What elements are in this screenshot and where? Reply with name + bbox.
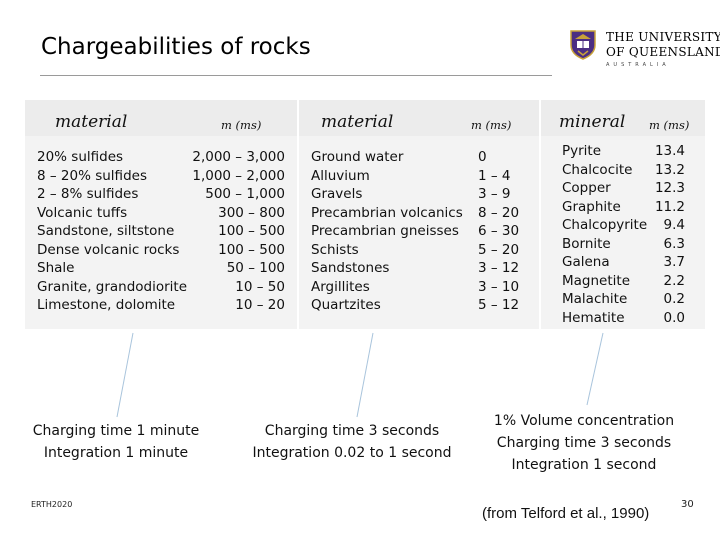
caption-middle: Charging time 3 seconds Integration 0.02… <box>242 420 462 464</box>
course-code: ERTH2020 <box>31 500 73 509</box>
table-cell-m: 3 – 10 <box>478 278 520 295</box>
connector-right <box>586 332 604 406</box>
table-cell-m: 100 – 500 <box>218 241 285 258</box>
table-cell-m: 0 <box>478 149 487 165</box>
table-cell-m: 1,000 – 2,000 <box>192 167 285 184</box>
table2-header-material: material <box>321 112 394 132</box>
table3-mineral-column: Pyrite Chalcocite Copper Graphite Chalco… <box>562 142 647 327</box>
table1-material-column: 20% sulfides 8 – 20% sulfides 2 – 8% sul… <box>37 148 187 315</box>
table-cell-m: 11.2 <box>654 198 685 215</box>
table-row: Precambrian gneisses <box>311 223 459 239</box>
caption-line: Charging time 3 seconds <box>496 435 672 451</box>
table-row: Alluvium <box>311 167 370 184</box>
source-reference: (from Telford et al., 1990) <box>482 505 650 522</box>
caption-line: Integration 0.02 to 1 second <box>252 445 452 461</box>
university-logo: THE UNIVERSITY OF QUEENSLAND AUSTRALIA <box>570 28 720 68</box>
table-row: Sandstones <box>311 260 390 276</box>
table-row: Pyrite <box>562 143 602 159</box>
table-row: Volcanic tuffs <box>37 204 128 221</box>
logo-line2: OF QUEENSLAND <box>606 45 720 59</box>
table-row: Malachite <box>562 291 628 307</box>
table3-m-column: 13.4 13.2 12.3 11.2 9.4 6.3 3.7 2.2 0.2 … <box>655 142 685 327</box>
university-crest-icon <box>570 30 596 60</box>
table-row: Argillites <box>311 278 370 295</box>
caption-line: Integration 1 second <box>511 457 657 473</box>
table-cell-m: 6.3 <box>663 235 685 252</box>
table-cell-m: 5 – 12 <box>478 297 520 313</box>
table-cell-m: 3 – 9 <box>478 186 511 202</box>
table-row: Galena <box>562 254 610 270</box>
table-cell-m: 8 – 20 <box>478 204 520 221</box>
table-row: Dense volcanic rocks <box>37 241 180 258</box>
table-row: Ground water <box>311 149 404 165</box>
logo-line1: THE UNIVERSITY <box>606 30 720 44</box>
table-cell-m: 10 – 20 <box>235 297 285 313</box>
connector-left <box>116 332 134 418</box>
table3-header-m: m (ms) <box>649 118 690 132</box>
page-number: 30 <box>681 499 694 510</box>
caption-line: 1% Volume concentration <box>493 413 675 429</box>
table3-header-mineral: mineral <box>559 112 626 132</box>
table-row: 2 – 8% sulfides <box>37 186 139 202</box>
table-row: Graphite <box>562 198 621 215</box>
table-row: Chalcocite <box>562 161 633 178</box>
table-cell-m: 13.2 <box>654 161 685 178</box>
table-row: Quartzites <box>311 297 381 313</box>
caption-left: Charging time 1 minute Integration 1 min… <box>16 420 216 464</box>
table-row: Shale <box>37 260 75 276</box>
caption-line: Charging time 1 minute <box>32 423 200 439</box>
table-cell-m: 3.7 <box>663 254 685 270</box>
table1-m-column: 2,000 – 3,000 1,000 – 2,000 500 – 1,000 … <box>192 148 285 315</box>
connector-middle <box>356 332 374 418</box>
title-divider <box>40 75 552 76</box>
table-cell-m: 12.3 <box>654 180 685 196</box>
table1-header-m: m (ms) <box>221 118 262 132</box>
table-row: Bornite <box>562 235 611 252</box>
table-row: Copper <box>562 180 611 196</box>
table-row: Precambrian volcanics <box>311 204 463 221</box>
table-row: Limestone, dolomite <box>37 297 176 313</box>
table-cell-m: 1 – 4 <box>478 167 511 184</box>
slide-title: Chargeabilities of rocks <box>41 34 311 60</box>
table-row: 8 – 20% sulfides <box>37 167 147 184</box>
table-cell-m: 500 – 1,000 <box>205 186 285 202</box>
minerals-table-panel: mineral m (ms) Pyrite Chalcocite Copper … <box>541 100 705 329</box>
table-row: Schists <box>311 241 359 258</box>
table-cell-m: 3 – 12 <box>478 260 520 276</box>
table-cell-m: 10 – 50 <box>235 278 285 295</box>
table1-header-material: material <box>55 112 128 132</box>
table-cell-m: 2.2 <box>663 272 685 289</box>
table-cell-m: 0.2 <box>663 291 685 307</box>
logo-line3: AUSTRALIA <box>606 62 670 68</box>
table-row: Sandstone, siltstone <box>37 223 175 239</box>
rocks-table-panel-2: material m (ms) Ground water Alluvium Gr… <box>299 100 539 329</box>
table2-m-column: 0 1 – 4 3 – 9 8 – 20 6 – 30 5 – 20 3 – 1… <box>478 148 519 315</box>
table-row: Magnetite <box>562 272 630 289</box>
table-cell-m: 9.4 <box>663 217 685 233</box>
table-cell-m: 5 – 20 <box>478 241 520 258</box>
rocks-table-panel: material m (ms) 20% sulfides 8 – 20% sul… <box>25 100 297 329</box>
caption-line: Charging time 3 seconds <box>264 423 440 439</box>
table2-header-m: m (ms) <box>471 118 512 132</box>
caption-line: Integration 1 minute <box>43 445 189 461</box>
table-row: Hematite <box>562 309 625 326</box>
table-cell-m: 6 – 30 <box>478 223 520 239</box>
table-row: 20% sulfides <box>37 149 124 165</box>
table2-material-column: Ground water Alluvium Gravels Precambria… <box>311 148 463 315</box>
table-cell-m: 2,000 – 3,000 <box>192 149 285 165</box>
caption-right: 1% Volume concentration Charging time 3 … <box>478 410 690 476</box>
table-cell-m: 0.0 <box>663 309 685 326</box>
table-row: Gravels <box>311 186 363 202</box>
table-cell-m: 100 – 500 <box>218 223 285 239</box>
table-cell-m: 300 – 800 <box>218 204 285 221</box>
table-row: Granite, grandodiorite <box>37 278 188 295</box>
table-row: Chalcopyrite <box>562 217 648 233</box>
table-cell-m: 13.4 <box>654 143 685 159</box>
table-cell-m: 50 – 100 <box>226 260 285 276</box>
